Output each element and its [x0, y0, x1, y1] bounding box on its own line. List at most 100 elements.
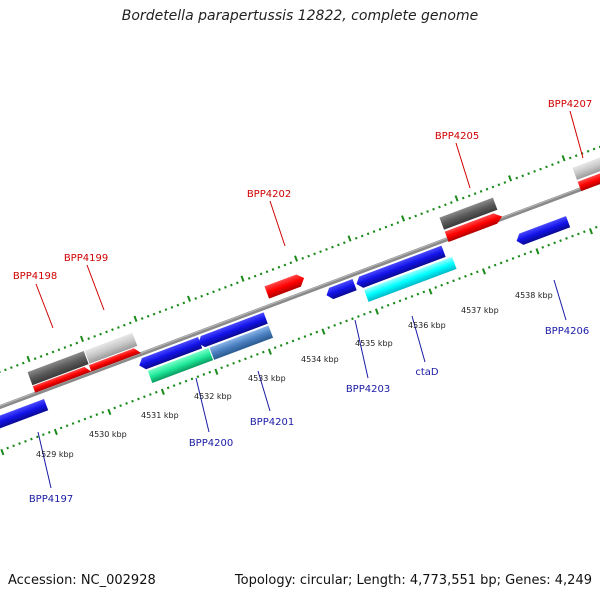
minor-tick — [208, 370, 212, 374]
minor-tick — [438, 205, 441, 209]
minor-tick — [113, 406, 116, 410]
minor-tick — [592, 147, 596, 151]
minor-tick — [190, 377, 194, 381]
minor-tick — [176, 303, 180, 307]
gene-bpp4199-a[interactable] — [84, 332, 138, 364]
minor-tick — [574, 154, 578, 158]
minor-tick — [315, 330, 319, 334]
minor-tick — [154, 390, 158, 394]
minor-tick — [285, 341, 289, 345]
minor-tick — [568, 156, 572, 160]
minor-tick — [337, 243, 340, 247]
gene-bpp4197[interactable] — [0, 399, 49, 433]
minor-tick — [392, 301, 396, 305]
gene-bpp4207-a[interactable] — [572, 146, 600, 180]
minor-tick — [369, 310, 372, 314]
label-bpp4201: BPP4201 — [250, 417, 294, 428]
gene-bpp4198-a[interactable] — [27, 351, 89, 386]
leader-bpp4206 — [553, 279, 567, 321]
minor-tick — [396, 221, 400, 225]
major-tick — [588, 228, 593, 235]
minor-tick — [363, 312, 366, 316]
minor-tick — [325, 248, 328, 251]
gene-bpp4203-b[interactable] — [354, 245, 446, 290]
minor-tick — [178, 381, 182, 385]
label-bpp4200: BPP4200 — [189, 438, 233, 449]
gene-bpp4198-b[interactable] — [32, 365, 92, 393]
minor-tick — [47, 431, 51, 434]
minor-tick — [503, 181, 507, 184]
minor-tick — [497, 183, 501, 187]
minor-tick — [571, 234, 574, 238]
minor-tick — [539, 167, 542, 171]
minor-tick — [307, 254, 310, 258]
major-tick — [80, 335, 84, 343]
leader-bpp4201 — [257, 370, 271, 412]
gene-bpp4205-b[interactable] — [444, 211, 504, 242]
minor-tick — [182, 301, 186, 305]
gene-bpp4207-b[interactable] — [577, 160, 600, 192]
gene-bpp4200-a[interactable] — [137, 336, 203, 371]
minor-tick — [206, 292, 209, 296]
minor-tick — [172, 384, 176, 387]
scale-label-4533: 4533 kbp — [248, 374, 286, 383]
minor-tick — [380, 306, 384, 309]
major-tick — [481, 268, 486, 275]
minor-tick — [238, 359, 241, 363]
minor-tick — [247, 277, 251, 280]
label-bpp4207: BPP4207 — [548, 99, 592, 110]
minor-tick — [289, 261, 293, 265]
minor-tick — [432, 207, 435, 211]
minor-tick — [158, 310, 162, 314]
minor-tick — [301, 256, 305, 260]
leader-bpp4205 — [455, 142, 471, 189]
minor-tick — [4, 368, 7, 372]
minor-tick — [410, 295, 414, 298]
minor-tick — [527, 172, 530, 175]
minor-tick — [515, 176, 519, 180]
minor-tick — [333, 323, 336, 327]
gene-bpp4205-a[interactable] — [439, 197, 498, 230]
minor-tick — [505, 259, 509, 263]
minor-tick — [18, 442, 21, 445]
genome-title: Bordetella parapertussis 12822, complete… — [121, 8, 479, 24]
major-tick — [133, 315, 138, 322]
minor-tick — [541, 245, 545, 249]
minor-tick — [99, 332, 102, 336]
minor-tick — [390, 223, 394, 227]
minor-tick — [196, 375, 200, 379]
minor-tick — [119, 404, 122, 408]
minor-tick — [12, 444, 15, 448]
gene-ctad[interactable] — [363, 256, 457, 302]
minor-tick — [327, 326, 331, 329]
minor-tick — [434, 286, 438, 289]
minor-tick — [36, 435, 39, 439]
major-tick — [0, 448, 5, 456]
minor-tick — [273, 346, 277, 350]
minor-tick — [422, 290, 426, 294]
minor-tick — [464, 274, 467, 278]
gene-bpp4201-b[interactable] — [209, 325, 274, 360]
gene-bpp4203-a[interactable] — [324, 279, 357, 301]
gene-bpp4199-b[interactable] — [88, 346, 142, 372]
minor-tick — [473, 192, 477, 196]
minor-tick — [253, 274, 257, 278]
minor-tick — [319, 250, 322, 254]
minor-tick — [309, 332, 313, 336]
minor-tick — [398, 299, 402, 303]
minor-tick — [105, 330, 108, 334]
gene-bpp4202[interactable] — [264, 272, 307, 299]
minor-tick — [83, 417, 87, 421]
major-tick — [53, 428, 58, 436]
minor-tick — [485, 187, 489, 191]
gene-bpp4201-a[interactable] — [196, 312, 268, 349]
gene-bpp4206[interactable] — [515, 216, 571, 247]
major-tick — [401, 215, 406, 222]
minor-tick — [467, 194, 471, 198]
minor-tick — [386, 303, 390, 307]
gene-bpp4200-b[interactable] — [147, 347, 214, 383]
scale-label-4537: 4537 kbp — [461, 306, 499, 315]
minor-tick — [131, 399, 134, 403]
label-bpp4205: BPP4205 — [435, 131, 479, 142]
